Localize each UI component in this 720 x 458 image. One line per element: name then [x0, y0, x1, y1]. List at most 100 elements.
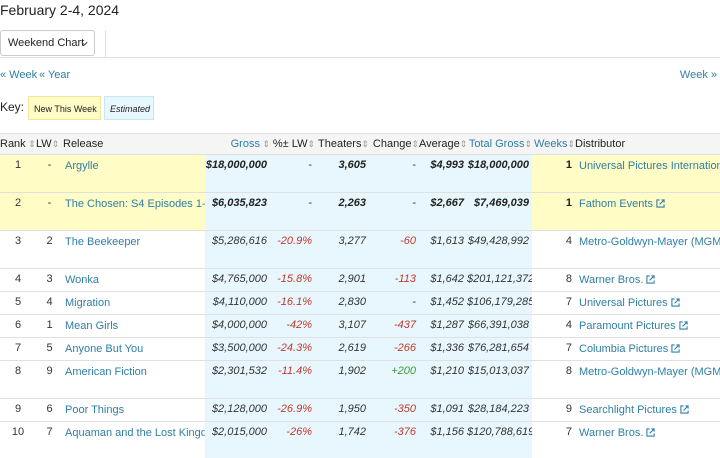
average-cell: $1,210 [419, 360, 467, 399]
lw-cell: 5 [36, 337, 63, 361]
distributor-link[interactable]: Universal Pictures [579, 297, 668, 309]
weeks-cell: 1 [532, 154, 575, 193]
rank-cell: 1 [0, 154, 36, 193]
distributor-link[interactable]: Columbia Pictures [579, 343, 669, 355]
weeks-cell: 7 [532, 337, 575, 361]
theaters-cell: 2,619 [315, 337, 369, 361]
release-cell: Poor Things [63, 398, 205, 422]
theaters-cell: 1,950 [315, 398, 369, 422]
distributor-link[interactable]: Warner Bros. [579, 274, 644, 286]
chart-type-dropdown[interactable]: Weekend Chart [0, 30, 95, 56]
release-link[interactable]: Wonka [65, 274, 100, 286]
table-row: 6 1 Mean Girls $4,000,000 -42% 3,107 -43… [0, 314, 720, 338]
release-link[interactable]: Aquaman and the Lost Kingdom [65, 427, 205, 439]
gross-cell: $18,000,000 [205, 154, 270, 193]
release-link[interactable]: Anyone But You [65, 343, 144, 355]
col-header-lw[interactable]: LW⇕ [36, 133, 63, 155]
release-cell: Migration [63, 291, 205, 315]
gross-cell: $2,015,000 [205, 421, 270, 458]
external-link-icon[interactable] [671, 298, 680, 307]
lw-cell: 6 [36, 398, 63, 422]
lw-cell: 1 [36, 314, 63, 338]
lw-cell: 4 [36, 291, 63, 315]
table-row: 1 - Argylle $18,000,000 - 3,605 - $4,993… [0, 154, 720, 193]
average-cell: $1,287 [419, 314, 467, 338]
col-header-release[interactable]: Release [63, 133, 205, 155]
total-gross-cell: $49,428,992 [467, 230, 532, 269]
gross-cell: $3,500,000 [205, 337, 270, 361]
gross-cell: $4,765,000 [205, 268, 270, 292]
release-link[interactable]: American Fiction [65, 366, 147, 378]
external-link-icon[interactable] [678, 321, 688, 330]
col-header-gross[interactable]: Gross ⇕ [205, 133, 270, 155]
key-estimated: Estimated [104, 96, 154, 120]
pct-lw-cell: -11.4% [270, 360, 315, 399]
col-header-average[interactable]: Average⇕ [419, 133, 467, 155]
distributor-link[interactable]: Fathom Events [579, 198, 653, 210]
release-link[interactable]: The Beekeeper [65, 236, 141, 248]
distributor-link[interactable]: Warner Bros. [579, 427, 644, 439]
col-header-pct-lw[interactable]: %± LW⇕ [270, 133, 315, 155]
total-gross-cell: $18,000,000 [467, 154, 532, 193]
total-gross-cell: $66,391,038 [467, 314, 532, 338]
average-cell: $2,667 [419, 192, 467, 231]
pct-lw-cell: -16.1% [270, 291, 315, 315]
release-cell: Mean Girls [63, 314, 205, 338]
theaters-cell: 3,277 [315, 230, 369, 269]
lw-cell: 3 [36, 268, 63, 292]
table-row: 8 9 American Fiction $2,301,532 -11.4% 1… [0, 360, 720, 399]
rank-cell: 2 [0, 192, 36, 231]
col-header-change[interactable]: Change⇕ [369, 133, 419, 155]
table-row: 9 6 Poor Things $2,128,000 -26.9% 1,950 … [0, 398, 720, 422]
rank-cell: 3 [0, 230, 36, 269]
release-link[interactable]: The Chosen: S4 Episodes 1-3 [65, 198, 205, 210]
col-header-weeks[interactable]: Weeks⇕ [532, 133, 575, 155]
distributor-cell: Warner Bros. [575, 268, 720, 292]
rank-cell: 7 [0, 337, 36, 361]
distributor-link[interactable]: Paramount Pictures [579, 320, 676, 332]
prev-week-link[interactable]: « Week [0, 69, 38, 81]
theaters-cell: 3,107 [315, 314, 369, 338]
weeks-cell: 4 [532, 314, 575, 338]
gross-cell: $4,110,000 [205, 291, 270, 315]
average-cell: $1,642 [419, 268, 467, 292]
external-link-icon[interactable] [646, 275, 656, 284]
weeks-cell: 4 [532, 230, 575, 269]
rank-cell: 9 [0, 398, 36, 422]
toolbar-divider [105, 30, 106, 58]
total-gross-cell: $76,281,654 [467, 337, 532, 361]
col-header-theaters[interactable]: Theaters⇕ [315, 133, 369, 155]
col-header-rank[interactable]: Rank ⇕ [0, 133, 36, 155]
distributor-link[interactable]: Metro-Goldwyn-Mayer (MGM) [579, 236, 720, 248]
distributor-link[interactable]: Searchlight Pictures [579, 404, 677, 416]
table-row: 10 7 Aquaman and the Lost Kingdom $2,015… [0, 421, 720, 458]
col-header-distributor[interactable]: Distributor [575, 133, 720, 155]
average-cell: $1,156 [419, 421, 467, 458]
release-link[interactable]: Mean Girls [65, 320, 119, 332]
release-link[interactable]: Migration [65, 297, 111, 309]
next-week-link[interactable]: Week » [679, 69, 717, 81]
release-link[interactable]: Poor Things [65, 404, 125, 416]
prev-year-link[interactable]: « Year [39, 69, 71, 81]
col-header-total-gross[interactable]: Total Gross⇕ [467, 133, 532, 155]
external-link-icon[interactable] [680, 405, 689, 414]
distributor-cell: Universal Pictures International (UPI) [575, 154, 720, 193]
weeks-cell: 7 [532, 421, 575, 458]
external-link-icon[interactable] [646, 428, 656, 437]
rank-cell: 10 [0, 421, 36, 458]
release-link[interactable]: Argylle [65, 160, 99, 172]
gross-cell: $2,301,532 [205, 360, 270, 399]
pct-lw-cell: -24.3% [270, 337, 315, 361]
weeks-cell: 8 [532, 268, 575, 292]
rank-cell: 5 [0, 291, 36, 315]
external-link-icon[interactable] [671, 344, 680, 353]
distributor-cell: Searchlight Pictures [575, 398, 720, 422]
average-cell: $1,613 [419, 230, 467, 269]
header-divider [0, 57, 720, 58]
sort-arrows-icon: ⇕ [567, 139, 575, 149]
distributor-link[interactable]: Universal Pictures International (UPI) [579, 160, 720, 172]
external-link-icon[interactable] [656, 199, 665, 208]
total-gross-cell: $201,121,372 [467, 268, 532, 292]
table-row: 4 3 Wonka $4,765,000 -15.8% 2,901 -113 $… [0, 268, 720, 292]
distributor-link[interactable]: Metro-Goldwyn-Mayer (MGM) [579, 366, 720, 378]
